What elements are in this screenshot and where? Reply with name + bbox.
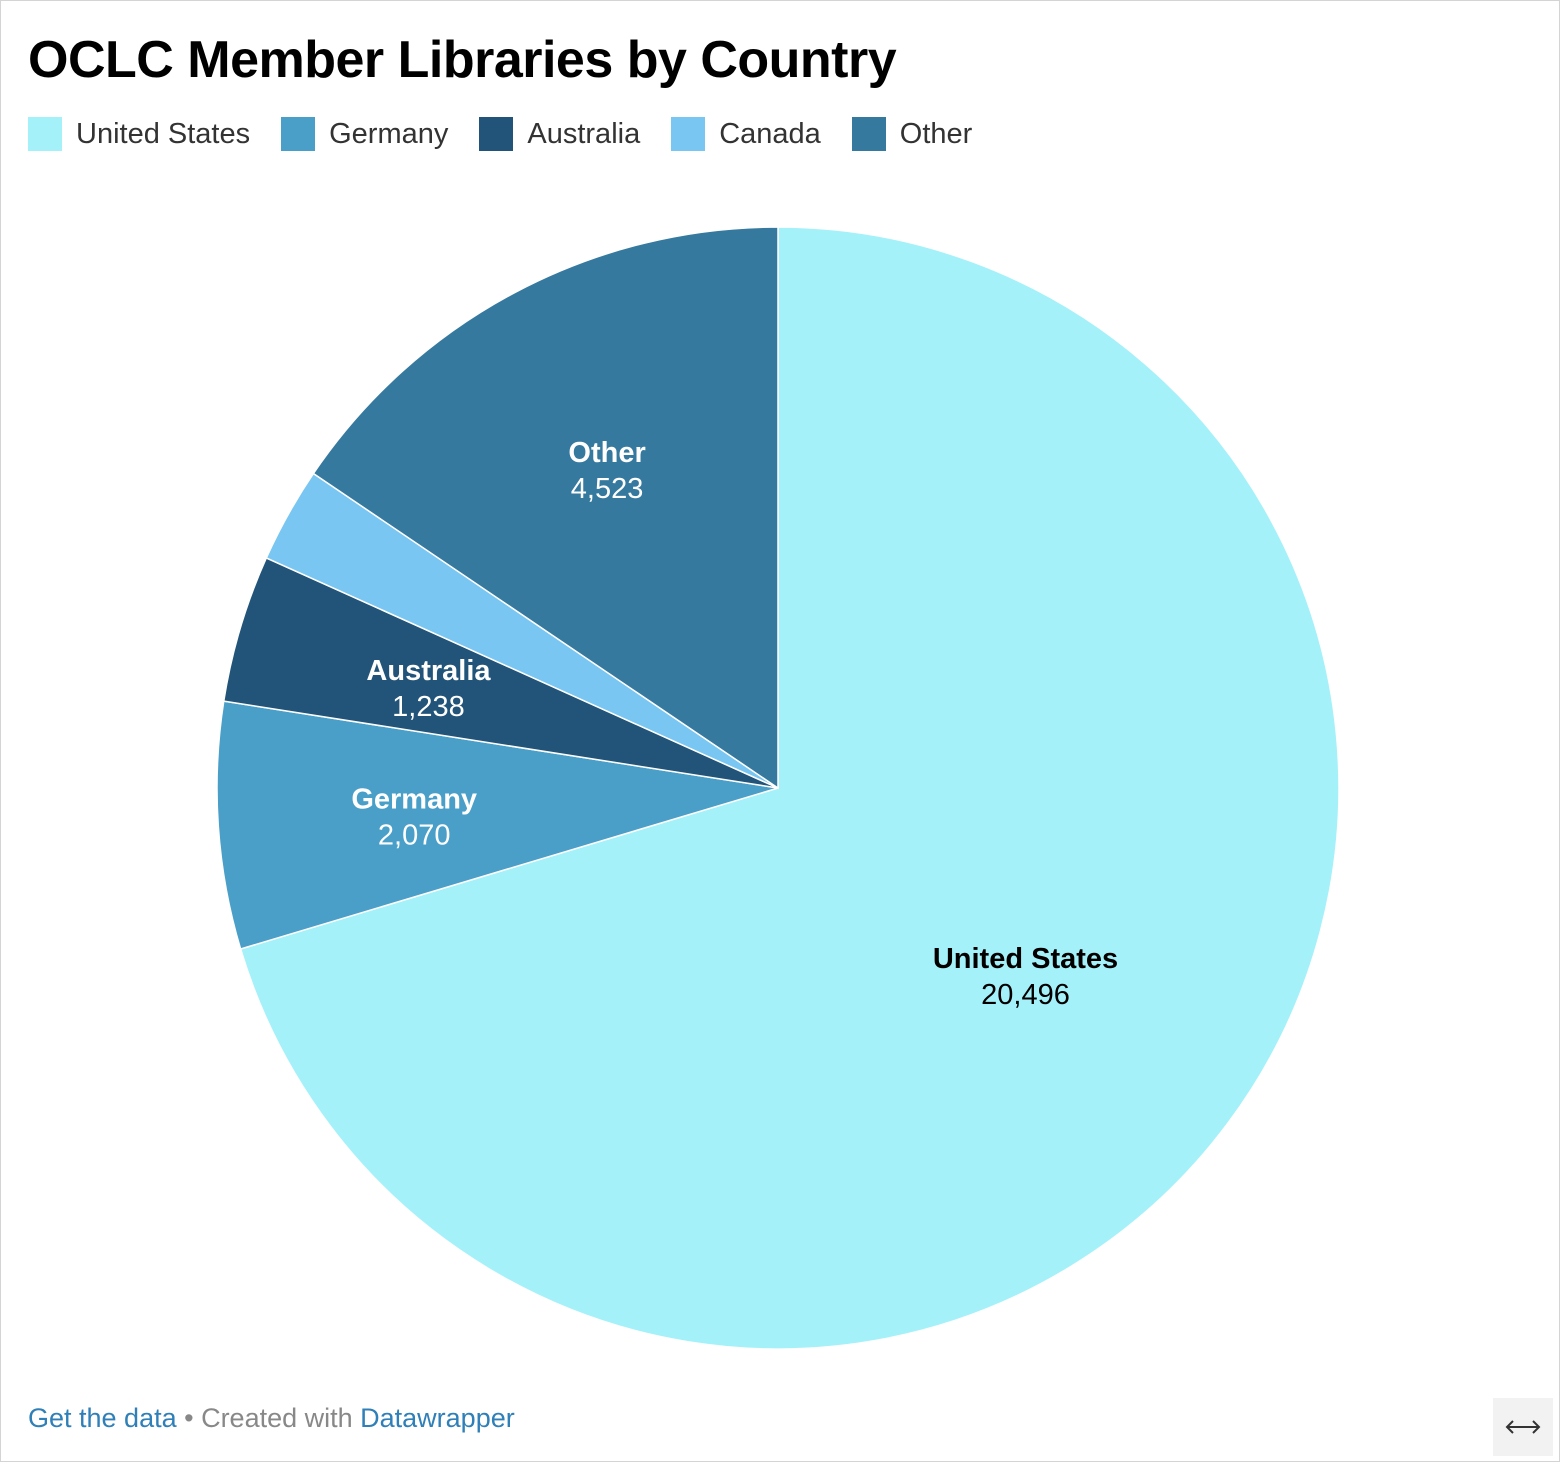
legend-label-canada: Canada xyxy=(719,118,821,150)
legend-item-other: Other xyxy=(851,116,973,152)
resize-button[interactable] xyxy=(1493,1398,1553,1456)
slice-value-other: 4,523 xyxy=(571,473,644,505)
pie-slice-germany xyxy=(216,700,779,950)
legend-item-united-states: United States xyxy=(28,116,250,152)
legend-swatch-united-states xyxy=(28,117,62,151)
slice-label-germany: Germany xyxy=(351,784,477,816)
pie-slice-other xyxy=(312,226,779,790)
legend-label-united-states: United States xyxy=(76,118,251,150)
legend-swatch-other xyxy=(851,117,886,151)
pie-chart: United States 20,496 Germany 2,070 Australia… xyxy=(216,226,1340,1350)
chart-title: OCLC Member Libraries by Country xyxy=(28,31,897,89)
slice-value-united-states: 20,496 xyxy=(981,979,1070,1011)
legend-item-canada: Canada xyxy=(671,116,821,152)
legend-label-australia: Australia xyxy=(527,118,641,150)
slice-value-germany: 2,070 xyxy=(378,820,451,852)
legend-swatch-canada xyxy=(671,117,706,151)
slice-label-other: Other xyxy=(568,437,645,469)
horizontal-arrows-icon xyxy=(1505,1420,1541,1434)
slice-label-australia: Australia xyxy=(366,655,491,687)
legend-item-germany: Germany xyxy=(281,116,448,152)
chart-footer: Get the data • Created with Datawrapper xyxy=(28,1400,515,1436)
legend-swatch-australia xyxy=(479,117,514,151)
chart-legend: United States Germany Australia Canada Other xyxy=(28,116,1003,152)
footer-separator: • Created with xyxy=(176,1403,361,1433)
legend-swatch-germany xyxy=(281,117,316,151)
datawrapper-link[interactable]: Datawrapper xyxy=(360,1403,515,1433)
legend-item-australia: Australia xyxy=(479,116,640,152)
pie-slice-united-states xyxy=(239,226,1340,1350)
get-the-data-link[interactable]: Get the data xyxy=(28,1403,177,1433)
legend-label-other: Other xyxy=(899,118,973,150)
slice-label-united-states: United States xyxy=(933,943,1118,975)
slice-value-australia: 1,238 xyxy=(392,691,465,723)
legend-label-germany: Germany xyxy=(329,118,449,150)
